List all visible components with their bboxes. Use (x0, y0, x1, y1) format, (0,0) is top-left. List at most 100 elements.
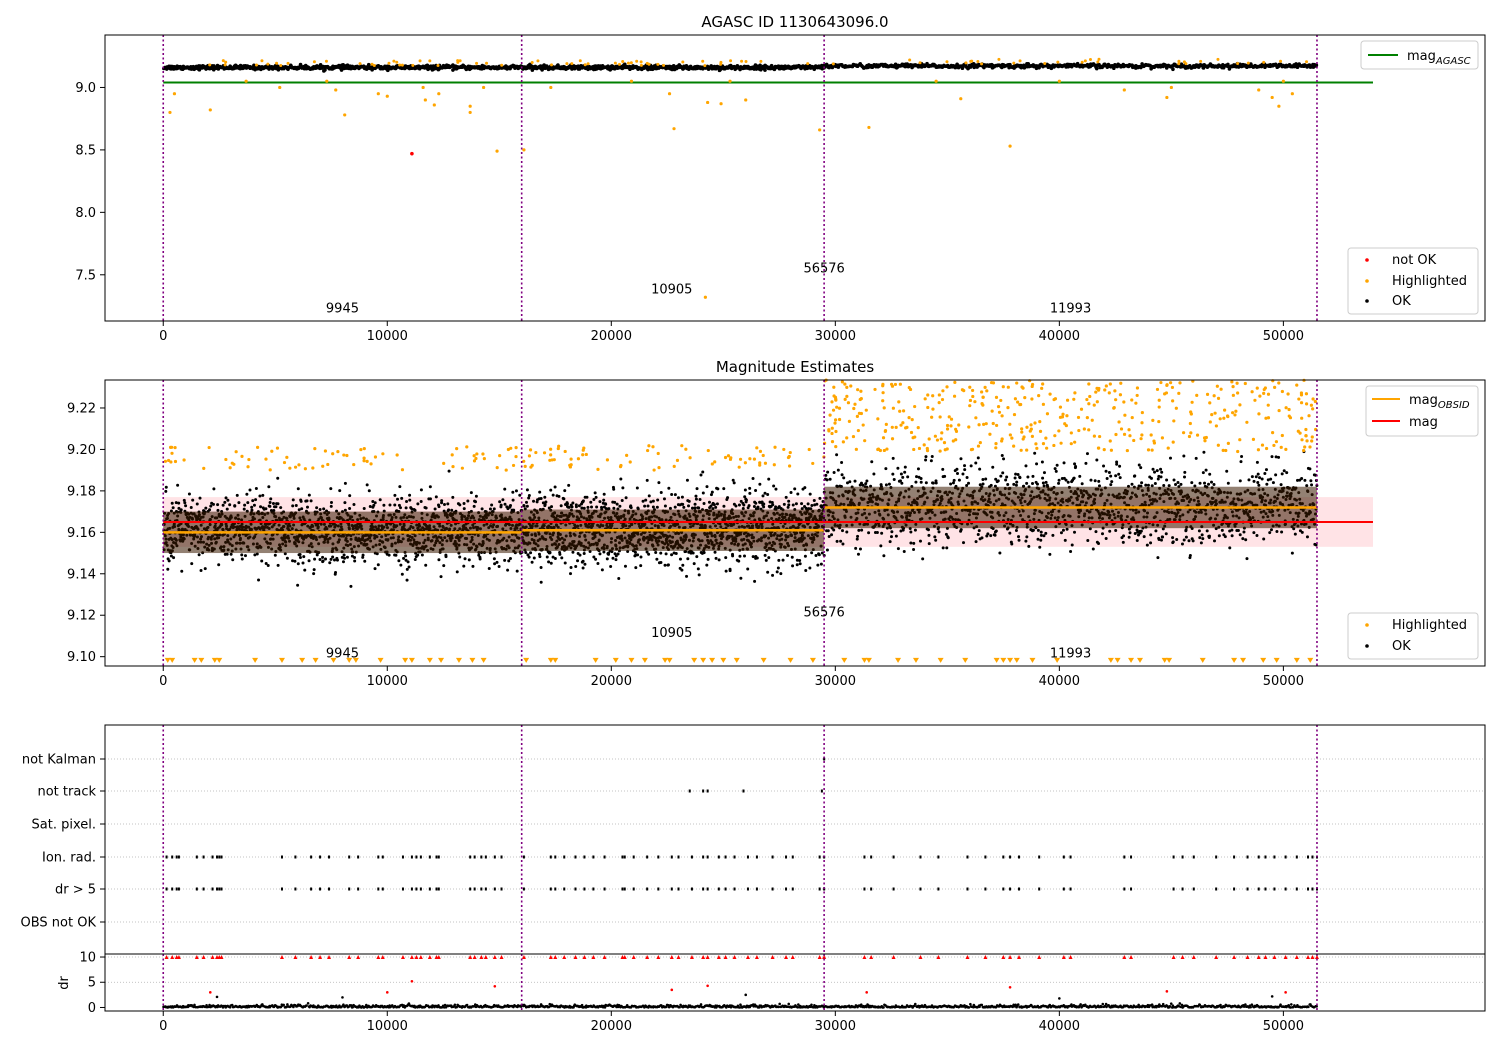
highlighted-point (170, 451, 174, 455)
ok-point (305, 499, 309, 503)
ok-point (682, 505, 686, 509)
ok-point (424, 563, 428, 567)
highlighted-point (980, 62, 984, 66)
ok-point (702, 501, 706, 505)
ok-point (397, 559, 401, 563)
ok-point (570, 505, 574, 509)
highlighted-point (264, 457, 268, 461)
highlighted-point (726, 454, 731, 458)
ok-point (779, 572, 783, 576)
highlighted-point (365, 459, 369, 464)
ok-point (329, 500, 333, 504)
highlighted-point (255, 445, 260, 450)
ok-point (794, 502, 798, 506)
highlighted-point (511, 463, 516, 468)
ok-point (338, 489, 342, 493)
ok-point (553, 485, 557, 489)
agasc-xtick-label: 40000 (1039, 329, 1080, 344)
ok-point (707, 500, 711, 504)
ok-point (447, 469, 451, 473)
highlighted-point (807, 447, 811, 452)
ok-point (413, 557, 417, 561)
ok-point (663, 504, 667, 508)
ok-point (673, 505, 677, 509)
ok-point (527, 494, 531, 498)
ok-point (680, 568, 684, 572)
highlighted-point (208, 63, 212, 67)
ok-point (225, 552, 229, 556)
ok-point (563, 489, 567, 493)
highlighted-point (244, 79, 248, 83)
ok-point (766, 570, 770, 574)
ok-point (545, 555, 549, 559)
ok-point (419, 488, 423, 492)
ok-point (348, 506, 352, 510)
ok-point (501, 498, 505, 502)
highlighted-point (706, 448, 710, 453)
ok-point (744, 498, 748, 502)
ok-point (179, 508, 183, 512)
ok-point (576, 559, 580, 563)
ok-point (633, 550, 637, 554)
ok-point (268, 501, 272, 505)
ok-point (307, 559, 311, 563)
ok-point (751, 555, 755, 559)
ok-point (440, 499, 444, 503)
highlighted-point (728, 79, 732, 83)
highlighted-point (740, 59, 744, 63)
ok-point (492, 557, 496, 561)
highlighted-point (450, 453, 454, 457)
highlighted-point (293, 465, 298, 469)
ok-point (697, 573, 701, 577)
ok-point (399, 563, 403, 567)
ok-point (559, 504, 563, 508)
ok-point (318, 507, 322, 511)
ok-point (499, 503, 503, 507)
ok-point (578, 553, 582, 557)
ok-point (832, 471, 836, 475)
ok-point (233, 504, 237, 508)
ok-point (596, 562, 600, 566)
ok-point (839, 539, 843, 543)
ok-point (800, 502, 804, 506)
highlighted-point (336, 450, 340, 454)
highlighted-point (787, 464, 792, 468)
highlighted-point (728, 457, 733, 461)
highlighted-point (224, 457, 228, 462)
ok-point (1094, 66, 1099, 71)
ok-point (798, 562, 802, 566)
ok-point (629, 506, 633, 510)
ok-point (260, 559, 264, 563)
ok-point (639, 555, 643, 559)
ok-point (748, 486, 752, 490)
ok-point (670, 553, 674, 557)
highlighted-point (268, 468, 272, 472)
highlighted-point (442, 461, 446, 465)
ok-point (195, 502, 199, 506)
ok-point (291, 498, 295, 502)
highlighted-point (743, 461, 747, 465)
highlighted-point (311, 466, 315, 470)
ok-point (276, 476, 280, 480)
highlighted-point (997, 57, 1001, 61)
ok-point (512, 508, 516, 512)
legend-ok-marker (1365, 299, 1369, 303)
ok-point (419, 500, 423, 504)
ok-point (437, 505, 441, 509)
highlighted-point (472, 454, 476, 458)
ok-point (722, 487, 726, 491)
ok-point (416, 553, 420, 557)
ok-point (702, 551, 706, 555)
highlighted-point (428, 59, 432, 63)
ok-point (825, 478, 829, 482)
ok-point (737, 503, 741, 507)
ok-point (553, 557, 557, 561)
highlighted-point (1177, 62, 1181, 66)
highlighted-point (744, 59, 748, 63)
ok-point (524, 500, 528, 504)
highlighted-point (628, 460, 632, 464)
highlighted-point (370, 62, 374, 66)
ok-point (498, 500, 502, 504)
